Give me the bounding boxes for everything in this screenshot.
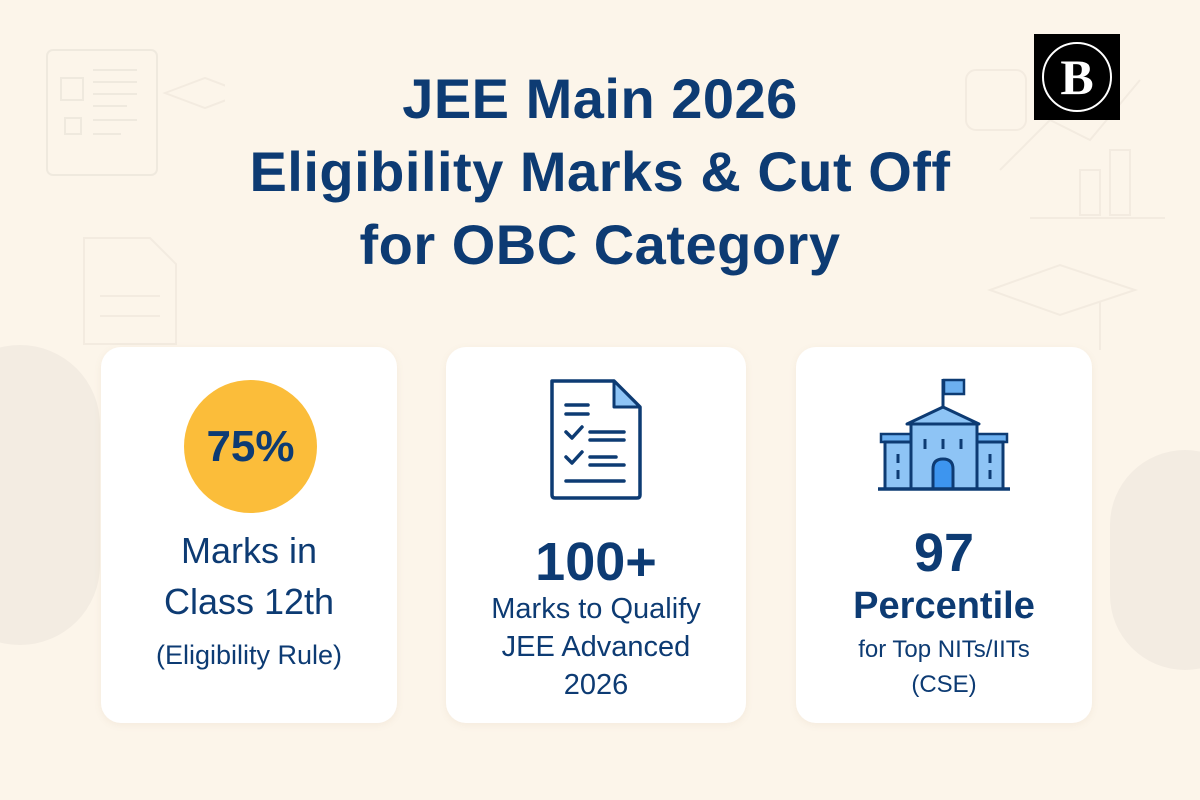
background-document-icon [83,237,177,345]
checklist-document-icon [550,379,642,500]
title-line-1: JEE Main 2026 [402,67,798,130]
title-line-2: Eligibility Marks & Cut Off [249,140,951,203]
card-1-line-2: Class 12th [163,581,335,622]
card-percentile: 97 Percentile for Top NITs/IITs (CSE) [796,347,1092,723]
page-title: JEE Main 2026 Eligibility Marks & Cut Of… [0,62,1200,281]
title-line-3: for OBC Category [359,213,841,276]
background-blob-left [0,345,100,645]
brand-logo: B [1034,34,1120,120]
logo-letter: B [1042,42,1112,112]
card-1-line-1: Marks in [180,530,318,571]
percentile-value: 97 [913,523,975,583]
card-class-12-marks: 75% Marks in Class 12th (Eligibility Rul… [101,347,397,723]
card-2-line-1: Marks to Qualify [491,593,701,625]
percentage-badge: 75% [184,380,317,513]
qualifying-marks-value: 100+ [535,532,657,592]
card-1-line-3: (Eligibility Rule) [155,640,343,670]
card-3-line-1: Percentile [853,585,1035,627]
card-2-line-3: 2026 [563,669,629,701]
background-chart-icon [965,69,1165,350]
university-building-icon [878,378,1010,491]
background-form-icon [46,49,225,176]
background-blob-right [1110,450,1200,670]
card-3-line-2: for Top NITs/IITs [858,636,1030,663]
card-qualifying-marks: 100+ Marks to Qualify JEE Advanced 2026 [446,347,746,723]
card-3-line-3: (CSE) [911,671,977,698]
card-2-line-2: JEE Advanced [501,631,691,663]
